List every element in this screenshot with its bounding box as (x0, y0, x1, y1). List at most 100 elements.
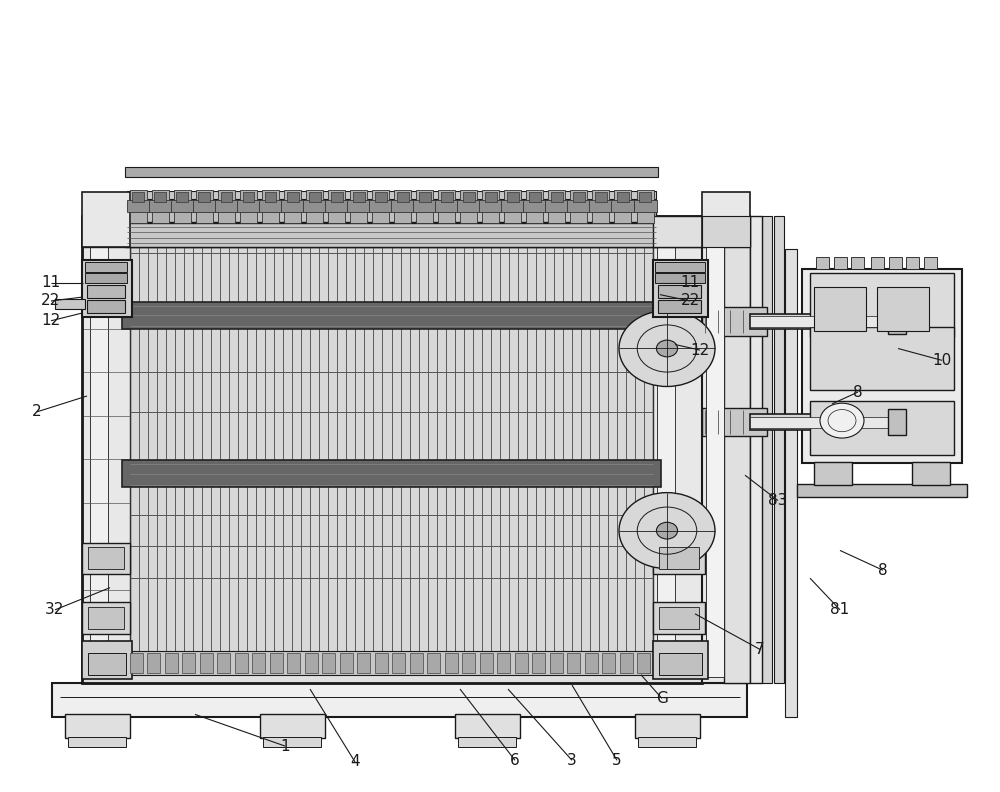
Bar (634, 200, 657, 211)
Bar (82, 216, 702, 247)
Circle shape (820, 403, 864, 438)
Bar (724, 216, 750, 683)
Bar (888, 309, 906, 334)
Text: 11: 11 (41, 276, 61, 290)
Bar (657, 223, 675, 677)
Bar (127, 206, 656, 222)
Text: 10: 10 (932, 353, 952, 367)
Bar (655, 262, 705, 272)
Bar (620, 653, 633, 673)
Bar (357, 653, 370, 673)
Bar (785, 249, 797, 717)
Bar (392, 653, 405, 673)
Bar (369, 200, 392, 211)
Bar (391, 200, 414, 211)
Bar (88, 607, 124, 629)
Bar (171, 200, 194, 211)
Bar (375, 192, 387, 202)
Bar (88, 547, 124, 569)
Bar (659, 607, 699, 629)
Text: 5: 5 (612, 753, 622, 767)
Bar (259, 200, 282, 211)
Bar (532, 653, 545, 673)
Bar (457, 200, 480, 211)
Bar (331, 192, 343, 202)
Bar (328, 190, 345, 223)
Bar (501, 200, 524, 211)
Bar (252, 653, 265, 673)
Bar (419, 192, 431, 202)
Bar (617, 192, 629, 202)
Bar (90, 223, 108, 677)
Bar (750, 314, 895, 329)
Bar (834, 257, 847, 269)
Text: 8: 8 (853, 385, 863, 399)
Bar (653, 641, 708, 679)
Bar (871, 257, 884, 269)
Bar (658, 285, 701, 298)
Bar (529, 192, 541, 202)
Bar (435, 200, 458, 211)
Bar (653, 216, 702, 683)
Bar (653, 602, 705, 634)
Bar (702, 192, 750, 247)
Bar (82, 641, 132, 679)
Bar (515, 653, 528, 673)
Bar (816, 257, 829, 269)
Text: 3: 3 (567, 753, 577, 767)
Bar (637, 653, 650, 673)
Bar (702, 216, 750, 683)
Bar (82, 543, 130, 574)
Bar (217, 653, 230, 673)
Bar (810, 401, 954, 455)
Bar (639, 192, 651, 202)
Bar (82, 216, 130, 683)
Bar (592, 190, 609, 223)
Bar (303, 200, 326, 211)
Bar (638, 737, 696, 747)
Bar (154, 192, 166, 202)
Bar (85, 273, 127, 283)
Text: G: G (656, 691, 668, 706)
Bar (82, 652, 702, 683)
Bar (65, 714, 130, 738)
Text: 8: 8 (878, 563, 888, 577)
Bar (87, 300, 125, 313)
Bar (55, 299, 85, 309)
Bar (602, 653, 615, 673)
Circle shape (619, 493, 715, 569)
Bar (750, 216, 762, 683)
Bar (125, 223, 658, 247)
Text: 12: 12 (690, 343, 710, 357)
Bar (438, 190, 455, 223)
Bar (193, 200, 216, 211)
Bar (460, 190, 477, 223)
Bar (240, 190, 257, 223)
Bar (353, 192, 365, 202)
Bar (309, 192, 321, 202)
Bar (455, 714, 520, 738)
Text: 1: 1 (280, 739, 290, 753)
Bar (165, 653, 178, 673)
Bar (637, 190, 654, 223)
Bar (611, 200, 634, 211)
Bar (797, 484, 967, 497)
Bar (82, 602, 130, 634)
Text: 22: 22 (41, 294, 61, 308)
Text: 32: 32 (45, 603, 65, 617)
Bar (427, 653, 440, 673)
Bar (507, 192, 519, 202)
Bar (614, 190, 631, 223)
Bar (653, 216, 750, 247)
Bar (912, 462, 950, 485)
Bar (325, 200, 348, 211)
Bar (82, 260, 132, 317)
Bar (479, 200, 502, 211)
Bar (196, 190, 213, 223)
Bar (265, 192, 276, 202)
Bar (149, 200, 172, 211)
Bar (347, 200, 370, 211)
Text: 4: 4 (350, 755, 360, 769)
Bar (182, 653, 195, 673)
Bar (416, 190, 433, 223)
